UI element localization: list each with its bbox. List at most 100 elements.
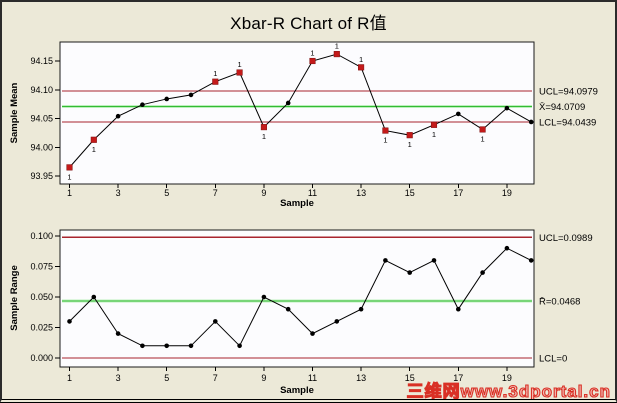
data-point [504,105,510,111]
data-point-ooc [260,124,267,131]
data-point [164,343,169,349]
ooc-flag-label: 1 [335,42,339,51]
data-point-ooc [90,136,97,143]
data-point [310,331,315,336]
data-point-ooc [212,78,219,85]
x-tick-label: 7 [213,373,218,383]
x-tick-label: 19 [502,373,512,383]
data-point-ooc [333,51,340,58]
ooc-flag-label: 1 [262,132,266,141]
data-point-ooc [236,69,243,76]
ooc-flag-label: 1 [408,140,412,149]
ooc-flag-label: 1 [238,60,242,69]
data-point [285,100,291,106]
data-point [140,343,145,349]
data-point [237,343,242,349]
x-tick-label: 5 [164,373,169,383]
ooc-flag-label: 1 [213,69,217,78]
ooc-flag-label: 1 [383,136,387,145]
center-label: X̄=94.0709 [539,102,585,113]
y-axis-title: Sample Range [9,265,20,330]
data-point [480,270,485,275]
series-line [69,247,532,347]
watermark: 三维网www.3dportal.cn [406,381,611,401]
x-tick-label: 17 [453,188,463,198]
data-point [140,102,145,107]
data-point [285,306,291,312]
data-point [528,258,534,263]
data-point [213,319,218,324]
data-point-ooc [309,57,316,65]
data-point [407,270,413,275]
x-tick-label: 13 [356,373,366,383]
y-tick-label: 0.025 [30,323,53,333]
ooc-flag-label: 1 [359,55,363,64]
x-tick-label: 15 [405,188,415,198]
ucl-label: UCL=94.0979 [539,86,598,97]
ooc-flag-label: 1 [67,172,71,181]
data-point [188,343,194,349]
ooc-flag-label: 1 [310,49,314,58]
ucl-label: UCL=0.0989 [539,233,593,244]
y-tick-label: 93.95 [30,171,53,181]
data-point [334,319,340,324]
data-point [456,306,461,312]
y-tick-label: 0.000 [30,353,53,363]
data-point [115,331,121,336]
series-line [69,53,532,168]
data-point [456,111,461,117]
x-tick-label: 9 [261,373,266,383]
data-point [358,306,364,312]
ooc-flag-label: 1 [92,145,96,154]
data-point [528,119,534,125]
x-tick-label: 11 [308,188,317,198]
y-tick-label: 0.050 [30,292,53,302]
data-point [91,294,97,300]
y-tick-label: 94.05 [30,114,53,124]
x-tick-label: 19 [502,188,512,198]
x-axis-title: Sample [280,198,314,209]
data-point-ooc [382,127,389,134]
x-tick-label: 11 [308,373,317,383]
data-point-ooc [66,164,73,171]
data-point [383,258,388,263]
lcl-label: LCL=0 [539,354,567,365]
plot-panel [59,229,535,368]
y-axis-title: Sample Mean [9,82,20,143]
x-tick-label: 3 [116,188,121,198]
data-point [67,319,72,324]
ooc-flag-label: 1 [432,130,436,139]
data-point-ooc [479,126,486,133]
x-tick-label: 5 [164,188,169,198]
data-point-ooc [430,121,438,128]
y-tick-label: 94.00 [30,142,53,152]
plot-panel [59,41,535,185]
data-point [261,294,267,300]
y-tick-label: 0.100 [30,231,53,241]
x-tick-label: 1 [67,373,72,383]
y-tick-label: 94.10 [30,85,53,95]
center-label: R̄=0.0468 [539,296,580,307]
x-tick-label: 17 [453,373,463,383]
lcl-label: LCL=94.0439 [539,118,596,129]
x-tick-label: 15 [405,373,415,383]
data-point [164,96,169,102]
data-point [188,92,194,98]
y-tick-label: 0.075 [30,262,53,272]
page-title: Xbar-R Chart of R值 [230,14,387,33]
data-point [115,113,121,119]
x-tick-label: 9 [261,188,266,198]
data-point-ooc [406,132,413,139]
data-point [431,258,437,263]
x-tick-label: 13 [356,188,366,198]
y-tick-label: 94.15 [30,56,53,66]
x-tick-label: 1 [67,188,72,198]
ooc-flag-label: 1 [481,134,485,143]
x-tick-label: 3 [116,373,121,383]
data-point-ooc [358,64,365,71]
x-tick-label: 7 [213,188,218,198]
data-point [504,245,510,251]
